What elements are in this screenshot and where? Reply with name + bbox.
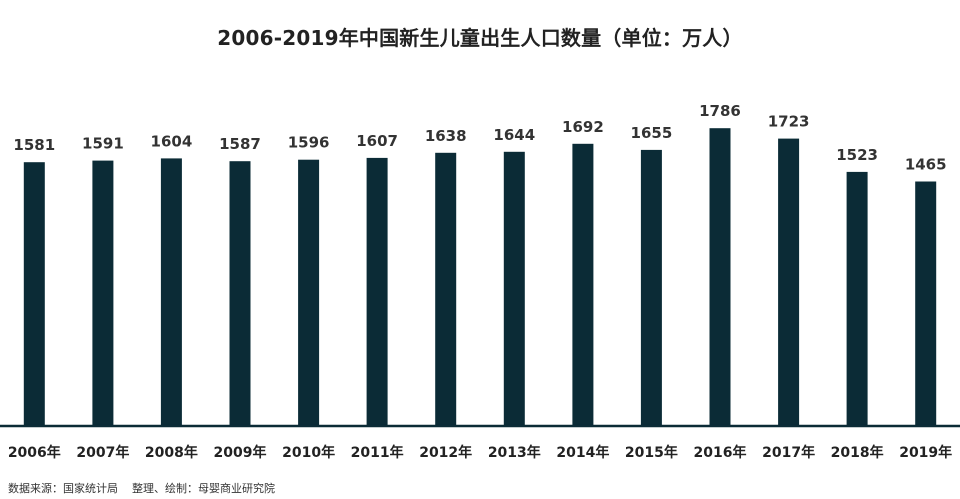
x-tick-label-2019年: 2019年 — [899, 444, 952, 461]
bar-2008年 — [160, 158, 182, 425]
bar-2017年 — [778, 138, 800, 425]
source-note: 数据来源：国家统计局 整理、绘制：母婴商业研究院 — [8, 482, 275, 495]
bar-2006年 — [23, 162, 45, 425]
x-tick-label-2013年: 2013年 — [488, 444, 541, 461]
x-tick-label-2014年: 2014年 — [556, 444, 609, 461]
x-tick-label-2011年: 2011年 — [351, 444, 404, 461]
bar-2009年 — [229, 161, 251, 425]
x-tick-label-2006年: 2006年 — [8, 444, 61, 461]
bar-2014年 — [572, 143, 594, 426]
bar-2015年 — [640, 149, 662, 425]
x-tick-label-2017年: 2017年 — [762, 444, 815, 461]
value-label-2010年: 1596 — [288, 134, 330, 152]
bar-2010年 — [298, 159, 320, 425]
x-tick-label-2018年: 2018年 — [831, 444, 884, 461]
x-tick-label-2016年: 2016年 — [694, 444, 747, 461]
value-label-2006年: 1581 — [13, 136, 55, 154]
value-label-2008年: 1604 — [151, 132, 193, 150]
x-tick-label-2015年: 2015年 — [625, 444, 678, 461]
bar-2011年 — [366, 157, 388, 425]
value-label-2007年: 1591 — [82, 135, 124, 153]
category-labels-group: 2006年 2007年 2008年 2009年 2010年 2011年 2012年 2013年… — [8, 444, 952, 461]
value-label-2017年: 1723 — [768, 113, 810, 131]
bars-group — [23, 128, 937, 426]
bar-2018年 — [846, 171, 868, 425]
value-label-2018年: 1523 — [836, 146, 878, 164]
bar-2012年 — [435, 152, 457, 426]
value-label-2019年: 1465 — [905, 156, 947, 174]
value-label-2011年: 1607 — [356, 132, 398, 150]
x-tick-label-2012年: 2012年 — [419, 444, 472, 461]
bar-2019年 — [915, 181, 937, 425]
value-label-2012年: 1638 — [425, 127, 467, 145]
value-label-2009年: 1587 — [219, 135, 261, 153]
value-label-2014年: 1692 — [562, 118, 604, 136]
x-tick-label-2007年: 2007年 — [76, 444, 129, 461]
x-tick-label-2010年: 2010年 — [282, 444, 335, 461]
chart-title: 2006-2019年中国新生儿童出生人口数量（单位：万人） — [217, 26, 743, 50]
bar-2016年 — [709, 128, 731, 425]
bar-2007年 — [92, 160, 114, 425]
value-label-2016年: 1786 — [699, 102, 741, 120]
value-labels-group: 1581 1591 1604 1587 1596 1607 1638 1644 1692 1655… — [13, 102, 946, 173]
value-label-2015年: 1655 — [631, 124, 673, 142]
value-label-2013年: 1644 — [493, 126, 535, 144]
x-tick-label-2009年: 2009年 — [214, 444, 267, 461]
x-tick-label-2008年: 2008年 — [145, 444, 198, 461]
bar-2013年 — [503, 151, 525, 426]
